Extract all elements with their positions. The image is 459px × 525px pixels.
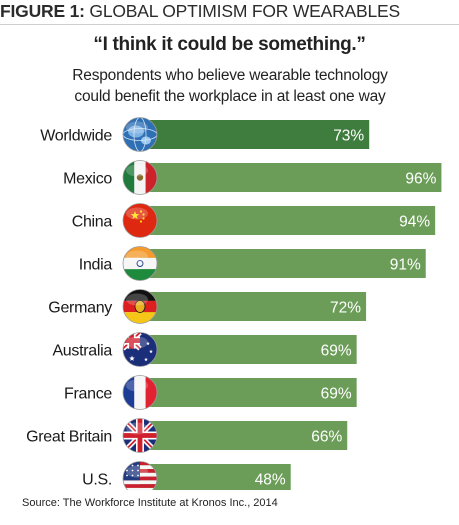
category-label-worldwide: Worldwide (40, 128, 112, 145)
india-flag-icon (122, 246, 158, 281)
value-label-great-britain: 66% (311, 429, 342, 446)
australia-flag-icon (122, 332, 158, 367)
mexico-flag-icon (122, 160, 158, 195)
chart-subtitle: Respondents who believe wearable technol… (20, 65, 440, 107)
category-label-china: China (72, 214, 113, 231)
chart-quote: “I think it could be something.” (93, 34, 366, 55)
value-label-australia: 69% (321, 343, 352, 360)
value-label-china: 94% (399, 214, 430, 231)
france-flag-icon (122, 375, 158, 410)
bar-worldwide (140, 120, 370, 149)
bar-chart: Worldwide 73% Mexico 96% China 94% India 91% Ger… (26, 117, 442, 490)
source-note: Source: The Workforce Institute at Krono… (22, 497, 278, 509)
germany-flag-icon (122, 289, 158, 324)
bar-row-mexico: Mexico 96% (63, 160, 442, 195)
value-label-u-s: 48% (255, 472, 286, 489)
bar-mexico (140, 163, 442, 192)
bar-row-france: France 69% (64, 375, 357, 410)
bar-australia (140, 335, 357, 364)
bar-row-australia: Australia 69% (52, 332, 357, 367)
value-label-france: 69% (321, 386, 352, 403)
category-label-india: India (79, 257, 113, 274)
bar-row-germany: Germany 72% (48, 289, 367, 324)
bar-row-worldwide: Worldwide 73% (40, 117, 370, 152)
value-label-germany: 72% (330, 300, 361, 317)
china-flag-icon (122, 203, 158, 238)
value-label-worldwide: 73% (333, 128, 364, 145)
bar-france (140, 378, 357, 407)
category-label-u-s: U.S. (82, 472, 112, 489)
figure-label: FIGURE 1: (0, 1, 85, 21)
bar-india (140, 249, 426, 278)
globe-icon (122, 117, 158, 152)
category-label-australia: Australia (52, 343, 112, 360)
bar-row-china: China 94% (72, 203, 436, 238)
great-britain-flag-icon (122, 418, 158, 453)
figure-title-text: GLOBAL OPTIMISM FOR WEARABLES (89, 1, 400, 21)
bar-germany (140, 292, 367, 321)
bar-row-u-s: U.S. 48% (82, 461, 291, 490)
bar-row-great-britain: Great Britain 66% (26, 418, 348, 453)
bar-great-britain (140, 421, 348, 450)
category-label-mexico: Mexico (63, 171, 112, 188)
category-label-great-britain: Great Britain (26, 429, 112, 446)
bar-china (140, 206, 436, 235)
category-label-germany: Germany (48, 300, 112, 317)
figure-title: FIGURE 1: GLOBAL OPTIMISM FOR WEARABLES (0, 0, 459, 25)
value-label-india: 91% (390, 257, 421, 274)
bar-row-india: India 91% (79, 246, 426, 281)
subtitle-line-1: Respondents who believe wearable technol… (72, 67, 388, 84)
category-label-france: France (64, 386, 112, 403)
value-label-mexico: 96% (405, 171, 436, 188)
subtitle-line-2: could benefit the workplace in at least … (74, 88, 386, 105)
bar-u-s (140, 464, 291, 490)
us-flag-icon (122, 461, 158, 490)
